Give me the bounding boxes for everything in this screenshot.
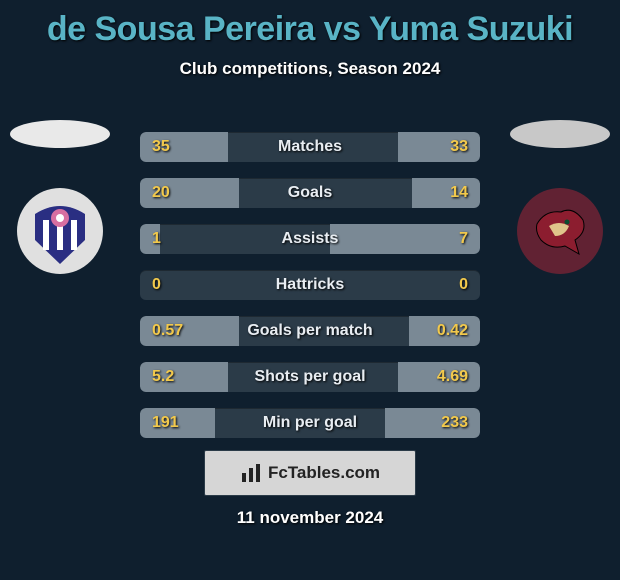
stat-value-right: 0 <box>459 270 468 300</box>
stats-table: 35 Matches 33 20 Goals 14 1 Assists 7 0 … <box>140 132 480 454</box>
page-title: de Sousa Pereira vs Yuma Suzuki <box>0 10 620 49</box>
branding-text: FcTables.com <box>268 463 380 483</box>
player-left-col <box>0 120 120 274</box>
stat-label: Goals <box>140 178 480 208</box>
player-left-crest <box>17 188 103 274</box>
stat-value-right: 4.69 <box>437 362 468 392</box>
stat-row: 20 Goals 14 <box>140 178 480 208</box>
stat-value-right: 33 <box>450 132 468 162</box>
page-subtitle: Club competitions, Season 2024 <box>0 59 620 79</box>
stat-label: Goals per match <box>140 316 480 346</box>
stat-value-right: 7 <box>459 224 468 254</box>
stat-row: 0.57 Goals per match 0.42 <box>140 316 480 346</box>
player-left-photo-placeholder <box>10 120 110 148</box>
stat-row: 191 Min per goal 233 <box>140 408 480 438</box>
player-right-col <box>500 120 620 274</box>
stat-label: Min per goal <box>140 408 480 438</box>
player-right-photo-placeholder <box>510 120 610 148</box>
stat-value-right: 233 <box>441 408 468 438</box>
stat-label: Shots per goal <box>140 362 480 392</box>
stat-row: 5.2 Shots per goal 4.69 <box>140 362 480 392</box>
page-date: 11 november 2024 <box>0 508 620 528</box>
stat-row: 0 Hattricks 0 <box>140 270 480 300</box>
stat-value-right: 0.42 <box>437 316 468 346</box>
stat-label: Hattricks <box>140 270 480 300</box>
stat-label: Assists <box>140 224 480 254</box>
fctables-chart-icon <box>240 462 262 484</box>
branding-logo: FcTables.com <box>204 450 416 496</box>
cerezo-osaka-crest-icon <box>25 196 95 266</box>
stat-row: 1 Assists 7 <box>140 224 480 254</box>
coyote-crest-icon <box>525 196 595 266</box>
comparison-card: de Sousa Pereira vs Yuma Suzuki Club com… <box>0 10 620 580</box>
player-right-crest <box>517 188 603 274</box>
stat-row: 35 Matches 33 <box>140 132 480 162</box>
stat-value-right: 14 <box>450 178 468 208</box>
stat-label: Matches <box>140 132 480 162</box>
